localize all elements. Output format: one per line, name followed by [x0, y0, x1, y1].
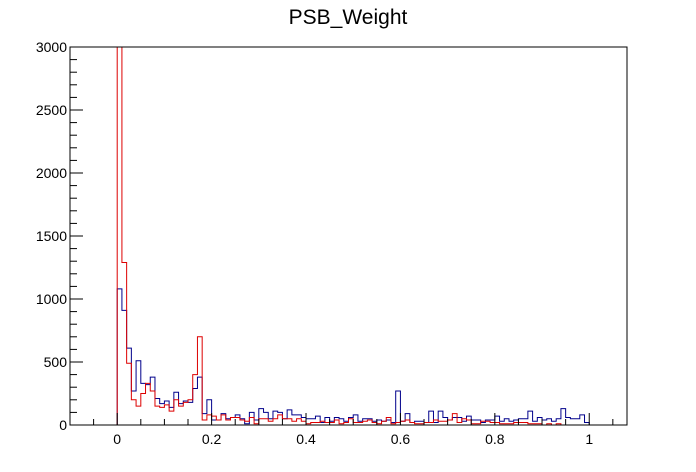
histogram-series-2 — [116, 46, 590, 426]
histogram-series-1 — [116, 288, 590, 425]
y-tick-label: 2000 — [36, 165, 67, 181]
y-tick-label: 3000 — [36, 39, 67, 55]
x-tick-label: 0.4 — [296, 431, 316, 447]
axes-layer: 0 0.2 0.4 0.6 0.8 1 0 500 1000 1500 2000 2500 3000 — [36, 39, 614, 447]
plot-frame — [69, 46, 628, 426]
series-layer — [116, 46, 590, 426]
x-tick-label: 0 — [113, 431, 121, 447]
x-tick-label: 1 — [585, 431, 593, 447]
y-tick-label: 1500 — [36, 228, 67, 244]
y-tick-label: 0 — [59, 417, 67, 433]
x-tick-label: 0.8 — [485, 431, 505, 447]
y-tick-label: 1000 — [36, 291, 67, 307]
x-tick-label: 0.2 — [202, 431, 222, 447]
chart-title: PSB_Weight — [289, 6, 408, 29]
y-tick-label: 500 — [44, 354, 68, 370]
x-tick-label: 0.6 — [391, 431, 411, 447]
y-tick-label: 2500 — [36, 102, 67, 118]
